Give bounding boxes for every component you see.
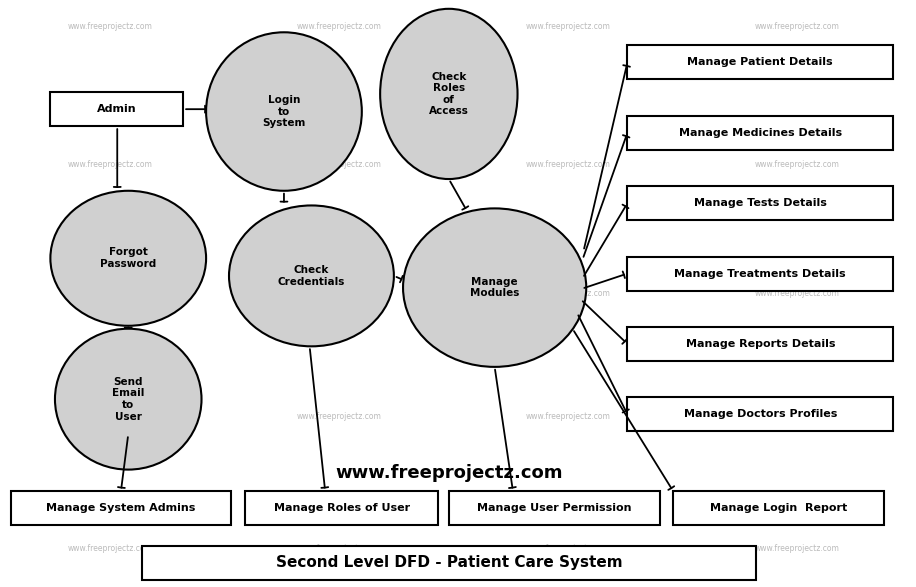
Ellipse shape [380,9,518,179]
Text: www.freeprojectz.com: www.freeprojectz.com [755,412,839,421]
Text: www.freeprojectz.com: www.freeprojectz.com [297,160,381,169]
Bar [627,327,893,361]
Text: www.freeprojectz.com: www.freeprojectz.com [335,464,562,481]
Text: www.freeprojectz.com: www.freeprojectz.com [755,22,839,31]
Text: Forgot
Password: Forgot Password [100,248,157,269]
Ellipse shape [55,329,202,470]
Text: www.freeprojectz.com: www.freeprojectz.com [297,22,381,31]
Bar [449,491,660,525]
Text: Manage Roles of User: Manage Roles of User [274,503,409,514]
Text: Check
Credentials: Check Credentials [278,265,345,286]
Text: Manage User Permission: Manage User Permission [477,503,631,514]
Text: www.freeprojectz.com: www.freeprojectz.com [526,544,610,554]
Text: www.freeprojectz.com: www.freeprojectz.com [526,289,610,298]
Text: www.freeprojectz.com: www.freeprojectz.com [68,22,152,31]
Text: Manage Reports Details: Manage Reports Details [685,339,835,349]
Text: www.freeprojectz.com: www.freeprojectz.com [297,544,381,554]
Bar [142,546,756,580]
Bar [50,92,183,126]
Text: Manage
Modules: Manage Modules [470,277,519,298]
Text: Manage System Admins: Manage System Admins [46,503,196,514]
Text: Login
to
System: Login to System [262,95,306,128]
Text: www.freeprojectz.com: www.freeprojectz.com [297,412,381,421]
Bar [245,491,438,525]
Text: www.freeprojectz.com: www.freeprojectz.com [526,160,610,169]
Ellipse shape [403,208,586,367]
Text: www.freeprojectz.com: www.freeprojectz.com [297,289,381,298]
Text: www.freeprojectz.com: www.freeprojectz.com [755,544,839,554]
Bar [627,45,893,79]
Ellipse shape [50,191,206,326]
Bar [673,491,884,525]
Text: Send
Email
to
User: Send Email to User [112,377,145,421]
Text: www.freeprojectz.com: www.freeprojectz.com [755,160,839,169]
Bar [627,257,893,291]
Text: Manage Treatments Details: Manage Treatments Details [674,268,846,279]
Bar [627,397,893,431]
Text: Second Level DFD - Patient Care System: Second Level DFD - Patient Care System [276,555,622,571]
Text: www.freeprojectz.com: www.freeprojectz.com [526,412,610,421]
Ellipse shape [206,32,362,191]
Text: www.freeprojectz.com: www.freeprojectz.com [68,160,152,169]
Text: Manage Patient Details: Manage Patient Details [688,57,833,68]
Text: Manage Login  Report: Manage Login Report [710,503,847,514]
Text: www.freeprojectz.com: www.freeprojectz.com [68,412,152,421]
Bar [11,491,231,525]
Text: Check
Roles
of
Access: Check Roles of Access [429,72,469,116]
Bar [627,116,893,150]
Text: www.freeprojectz.com: www.freeprojectz.com [68,544,152,554]
Text: Manage Medicines Details: Manage Medicines Details [679,127,842,138]
Text: Manage Tests Details: Manage Tests Details [693,198,827,208]
Text: www.freeprojectz.com: www.freeprojectz.com [68,289,152,298]
Text: www.freeprojectz.com: www.freeprojectz.com [755,289,839,298]
Bar [627,186,893,220]
Text: www.freeprojectz.com: www.freeprojectz.com [526,22,610,31]
Ellipse shape [229,205,394,346]
Text: Manage Doctors Profiles: Manage Doctors Profiles [683,409,837,420]
Text: Admin: Admin [97,104,136,114]
